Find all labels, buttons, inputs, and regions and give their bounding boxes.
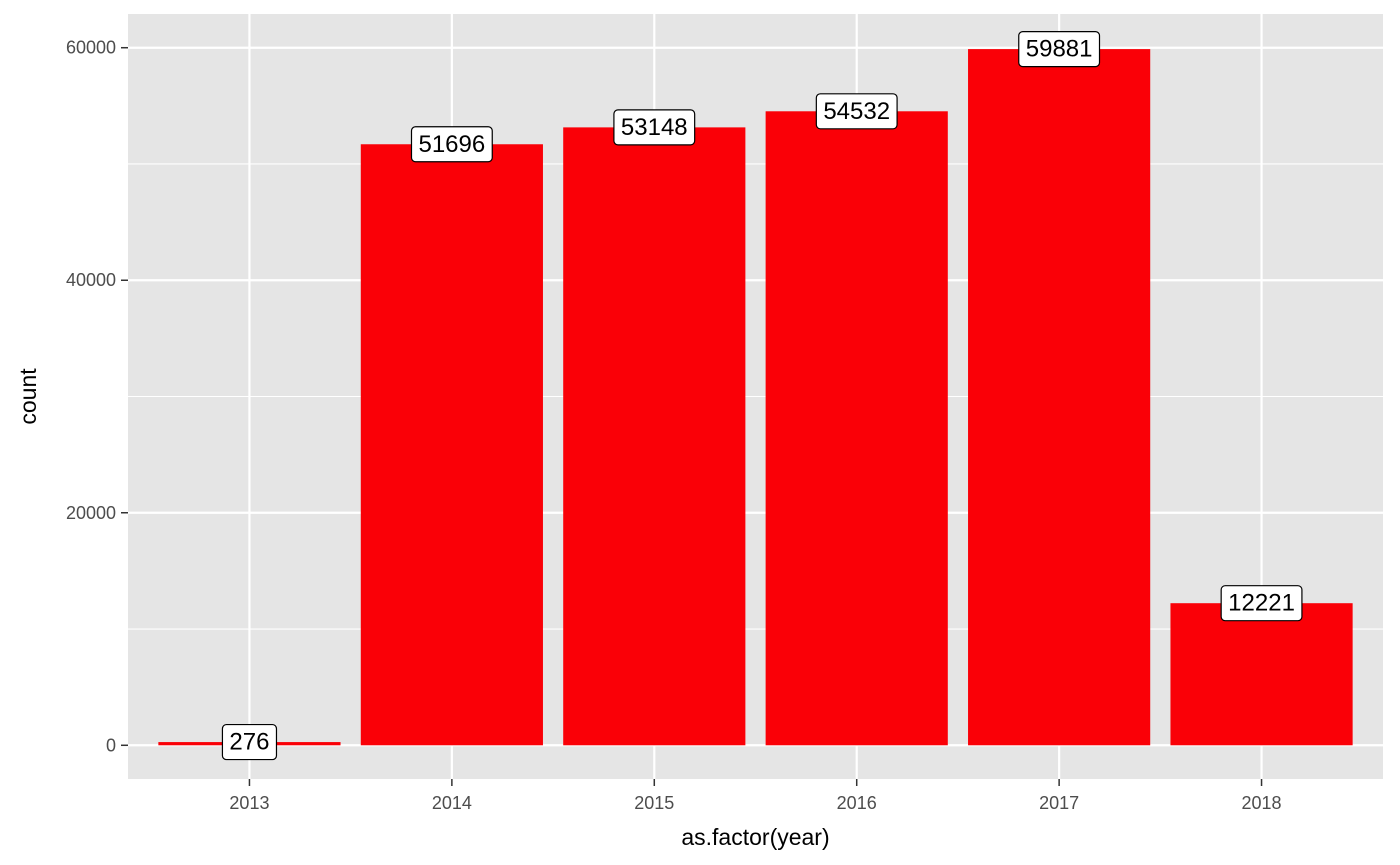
x-tick-label: 2016 (837, 793, 877, 813)
data-label-text: 59881 (1026, 36, 1093, 63)
data-label-2017: 59881 (1018, 30, 1101, 68)
y-axis: 0 20000 40000 60000 (66, 38, 128, 755)
x-axis: 2013 2014 2015 2016 2017 2018 (229, 779, 1282, 813)
data-label-2014: 51696 (410, 126, 493, 163)
bar-2018 (1170, 603, 1353, 746)
data-label-2018: 12221 (1220, 585, 1303, 622)
bar-2015 (563, 127, 746, 746)
x-tick-label: 2018 (1242, 793, 1282, 813)
y-tick-label: 0 (106, 735, 116, 755)
data-label-text: 12221 (1228, 590, 1295, 617)
bar-2016 (765, 111, 948, 746)
bars (158, 49, 1353, 746)
x-tick-label: 2014 (432, 793, 472, 813)
data-label-box (613, 109, 696, 146)
data-label-2015: 53148 (613, 109, 696, 146)
data-label-2016: 54532 (815, 93, 898, 130)
data-label-text: 51696 (418, 131, 485, 158)
x-axis-title: as.factor(year) (681, 824, 829, 850)
bar-2017 (968, 49, 1151, 746)
data-label-box (1220, 585, 1303, 622)
data-label-text: 54532 (823, 98, 890, 125)
x-tick-label: 2015 (634, 793, 674, 813)
y-axis-title: count (15, 368, 41, 425)
x-tick-label: 2013 (229, 793, 269, 813)
data-label-box (221, 723, 278, 761)
data-label-text: 53148 (621, 114, 688, 141)
data-label-2013: 276 (221, 723, 278, 761)
data-labels: 276 51696 53148 54532 59881 12221 (221, 30, 1303, 761)
data-label-box (1018, 30, 1101, 68)
data-label-text: 276 (229, 729, 269, 756)
y-tick-label: 60000 (66, 38, 116, 58)
y-tick-label: 40000 (66, 270, 116, 290)
x-tick-label: 2017 (1039, 793, 1079, 813)
data-label-box (815, 93, 898, 130)
y-tick-label: 20000 (66, 503, 116, 523)
bar-2014 (360, 144, 543, 746)
data-label-box (410, 126, 493, 163)
